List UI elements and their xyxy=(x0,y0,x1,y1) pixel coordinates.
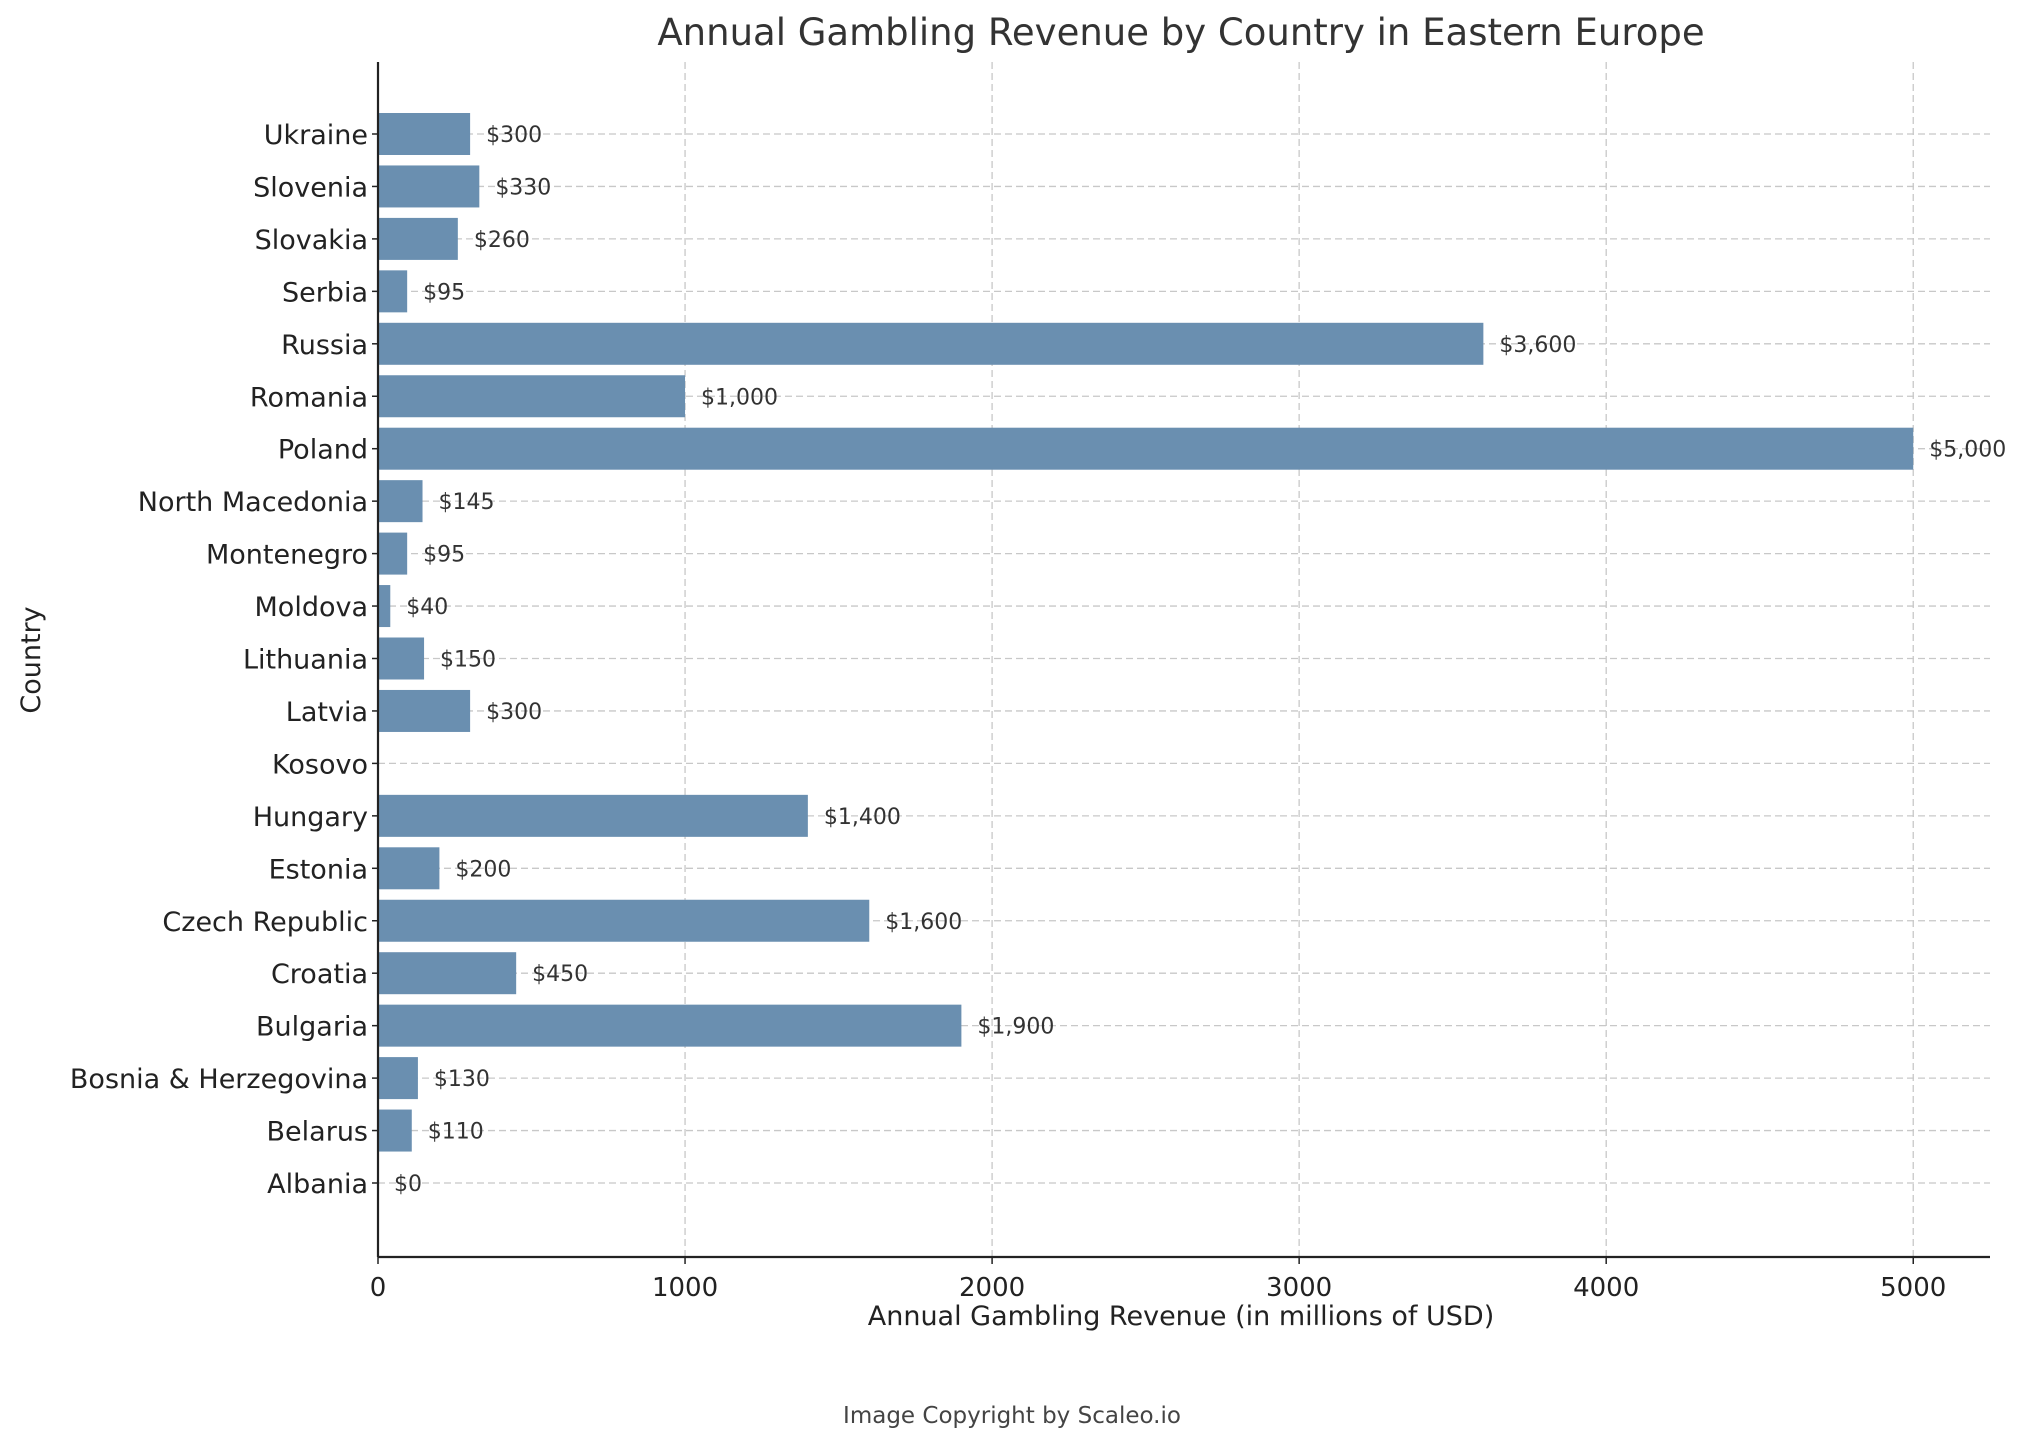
bar-value-label: $95 xyxy=(423,543,465,568)
y-tick-label: Lithuania xyxy=(243,645,368,676)
y-tick-label: Latvia xyxy=(286,697,368,728)
bar xyxy=(378,113,471,155)
x-tick-label: 1000 xyxy=(652,1273,718,1303)
bar-value-label: $150 xyxy=(440,648,496,673)
bar-value-label: $300 xyxy=(486,700,542,725)
y-tick-label: Bosnia & Herzegovina xyxy=(70,1064,368,1095)
bar-value-label: $330 xyxy=(495,175,551,200)
x-tick-label: 0 xyxy=(370,1273,387,1303)
bar-value-label: $110 xyxy=(428,1120,484,1145)
bar xyxy=(378,637,425,680)
bar-value-label: $1,400 xyxy=(824,805,901,830)
y-tick-label: Croatia xyxy=(271,959,368,990)
bar-value-label: $3,600 xyxy=(1499,333,1576,358)
y-tick-label: Kosovo xyxy=(272,749,368,780)
y-tick-label: Bulgaria xyxy=(256,1012,368,1043)
bar-value-label: $40 xyxy=(406,595,448,620)
x-tick-label: 3000 xyxy=(1266,1273,1332,1303)
bar-value-label: $300 xyxy=(486,123,542,148)
labels-layer: $0 $110 $130 $1,900 $450 $1,600 $200 $1,400 $300… xyxy=(394,123,2006,1197)
bar-value-label: $450 xyxy=(532,962,588,987)
bar xyxy=(378,165,480,208)
bar-value-label: $1,600 xyxy=(885,910,962,935)
image-credit: Image Copyright by Scaleo.io xyxy=(843,1403,1181,1429)
bar xyxy=(378,375,686,418)
grid-layer xyxy=(378,62,1990,1257)
bar xyxy=(378,1109,412,1152)
bar xyxy=(378,1057,418,1100)
y-tick-label: Poland xyxy=(278,435,368,466)
bar xyxy=(378,532,408,575)
y-tick-label: Serbia xyxy=(282,277,368,308)
x-tick-label: 5000 xyxy=(1880,1273,1946,1303)
y-tick-label: Albania xyxy=(267,1169,368,1200)
bar xyxy=(378,794,808,837)
bar xyxy=(378,480,423,523)
y-tick-label: Czech Republic xyxy=(162,907,368,938)
bar xyxy=(378,899,870,942)
y-tick-label: Hungary xyxy=(253,802,368,833)
axes-layer: Albania Belarus Bosnia & Herzegovina Bulgar… xyxy=(70,62,1990,1303)
y-tick-label: Moldova xyxy=(255,592,369,623)
y-tick-label: Montenegro xyxy=(206,540,368,571)
y-tick-label: Romania xyxy=(250,382,368,413)
y-tick-label: Slovakia xyxy=(255,225,368,256)
bar xyxy=(378,952,517,995)
x-tick-label: 4000 xyxy=(1573,1273,1639,1303)
bar-value-label: $200 xyxy=(455,857,511,882)
bar-value-label: $0 xyxy=(394,1172,422,1197)
x-axis-label: Annual Gambling Revenue (in millions of … xyxy=(868,1301,1495,1332)
y-tick-label: Belarus xyxy=(267,1117,368,1148)
bar-value-label: $95 xyxy=(423,280,465,305)
bar-value-label: $260 xyxy=(474,228,530,253)
bar xyxy=(378,322,1484,365)
bars-layer xyxy=(378,113,1914,1152)
chart-title: Annual Gambling Revenue by Country in Ea… xyxy=(657,11,1704,54)
y-tick-label: Russia xyxy=(281,330,368,361)
bar-value-label: $1,900 xyxy=(977,1015,1054,1040)
y-tick-label: North Macedonia xyxy=(138,487,368,518)
bar-value-label: $1,000 xyxy=(701,385,778,410)
y-tick-label: Ukraine xyxy=(264,120,368,151)
bar xyxy=(378,217,458,260)
bar-value-label: $130 xyxy=(434,1067,490,1092)
y-tick-label: Estonia xyxy=(269,854,368,885)
bar xyxy=(378,689,471,732)
bar xyxy=(378,585,391,628)
bar xyxy=(378,847,440,890)
bar xyxy=(378,270,408,313)
bar-value-label: $5,000 xyxy=(1929,438,2006,463)
y-axis-label: Country xyxy=(16,606,47,713)
bar xyxy=(378,1004,962,1047)
bar-value-label: $145 xyxy=(439,490,495,515)
y-tick-label: Slovenia xyxy=(253,172,368,203)
x-tick-label: 2000 xyxy=(959,1273,1025,1303)
bar xyxy=(378,427,1914,470)
